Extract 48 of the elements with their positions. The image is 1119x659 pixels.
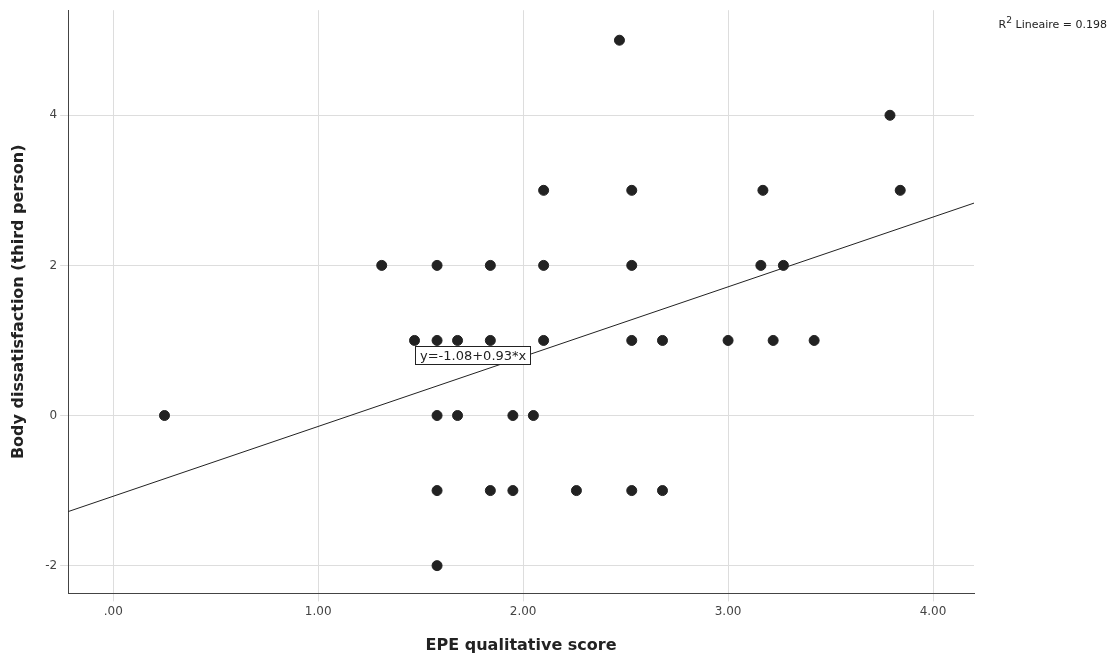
point	[656, 334, 668, 346]
x-tick-label: 2.00	[509, 603, 537, 618]
point	[538, 259, 550, 271]
point	[507, 485, 519, 497]
point	[484, 334, 496, 346]
y-tick-label: 0	[49, 407, 58, 422]
point	[409, 334, 421, 346]
point	[431, 485, 443, 497]
point	[538, 334, 550, 346]
point	[527, 410, 539, 422]
point	[626, 259, 638, 271]
annotation: y=-1.08+0.93*x	[415, 346, 532, 365]
point	[613, 34, 625, 46]
point	[484, 485, 496, 497]
point	[452, 334, 464, 346]
point	[777, 259, 789, 271]
y-tick-label: 4	[49, 107, 58, 122]
point	[722, 334, 734, 346]
x-tick-label: 1.00	[304, 603, 332, 618]
point	[452, 410, 464, 422]
point	[767, 334, 779, 346]
point	[884, 109, 896, 121]
point	[507, 410, 519, 422]
point	[626, 485, 638, 497]
point	[376, 259, 388, 271]
point	[755, 259, 767, 271]
point	[431, 410, 443, 422]
y-tick-label: -2	[45, 557, 58, 572]
point	[894, 184, 906, 196]
point	[808, 334, 820, 346]
point	[757, 184, 769, 196]
point	[431, 259, 443, 271]
x-axis-title: EPE qualitative score	[425, 634, 617, 654]
x-tick-label: .00	[103, 603, 123, 618]
point	[431, 560, 443, 572]
point	[538, 184, 550, 196]
x-tick-label: 3.00	[714, 603, 742, 618]
point	[626, 184, 638, 196]
point	[570, 485, 582, 497]
point	[484, 259, 496, 271]
text: R$^{2}$ Lineaire = 0.198	[998, 14, 1107, 31]
point	[158, 410, 170, 422]
x-tick-label: 4.00	[919, 603, 947, 618]
point	[656, 485, 668, 497]
point	[626, 334, 638, 346]
y-tick-label: 2	[49, 257, 58, 272]
y-axis-title: Body dissatisfaction (third person)	[7, 144, 27, 460]
point	[431, 334, 443, 346]
